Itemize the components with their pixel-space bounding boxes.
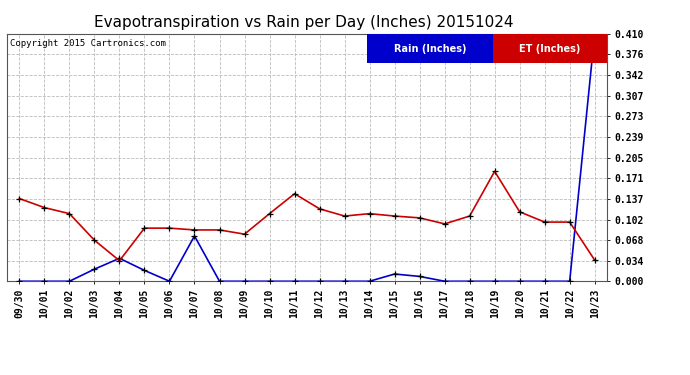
Text: ET (Inches): ET (Inches) <box>520 44 581 54</box>
Text: Rain (Inches): Rain (Inches) <box>394 44 466 54</box>
Text: Copyright 2015 Cartronics.com: Copyright 2015 Cartronics.com <box>10 39 166 48</box>
FancyBboxPatch shape <box>493 34 607 63</box>
FancyBboxPatch shape <box>367 34 493 63</box>
Text: Evapotranspiration vs Rain per Day (Inches) 20151024: Evapotranspiration vs Rain per Day (Inch… <box>94 15 513 30</box>
